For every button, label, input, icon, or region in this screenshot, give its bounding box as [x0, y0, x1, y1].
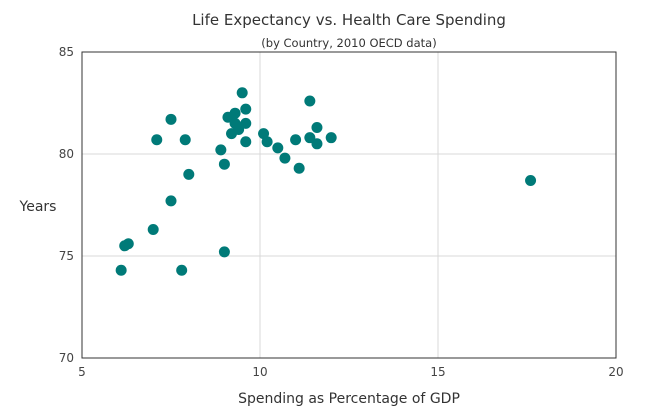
data-point: [122, 238, 134, 250]
data-point: [215, 144, 227, 156]
data-points: [115, 87, 537, 276]
data-point: [240, 117, 252, 129]
x-tick-label: 20: [608, 365, 623, 379]
data-point: [304, 132, 316, 144]
data-point: [165, 195, 177, 207]
data-point: [229, 107, 241, 119]
data-point: [218, 158, 230, 170]
chart-subtitle: (by Country, 2010 OECD data): [261, 36, 436, 50]
x-tick-label: 15: [430, 365, 445, 379]
data-point: [272, 142, 284, 154]
y-tick-label: 80: [59, 147, 74, 161]
data-point: [151, 134, 163, 146]
data-point: [236, 87, 248, 99]
y-tick-label: 75: [59, 249, 74, 263]
data-point: [147, 223, 159, 235]
data-point: [179, 134, 191, 146]
x-axis-label: Spending as Percentage of GDP: [238, 391, 460, 407]
data-point: [218, 246, 230, 258]
data-point: [525, 175, 537, 187]
chart-title: Life Expectancy vs. Health Care Spending: [192, 11, 506, 29]
x-tick-label: 10: [252, 365, 267, 379]
data-point: [176, 264, 188, 276]
data-point: [279, 152, 291, 164]
data-point: [290, 134, 302, 146]
y-tick-label: 70: [59, 351, 74, 365]
data-point: [240, 136, 252, 148]
grid-lines: [81, 51, 617, 359]
plot-area-frame: [81, 51, 617, 359]
x-tick-label: 5: [78, 365, 86, 379]
y-tick-label: 85: [59, 45, 74, 59]
y-axis-label: Years: [19, 199, 57, 215]
data-point: [325, 132, 337, 144]
data-point: [304, 95, 316, 107]
data-point: [293, 162, 305, 174]
data-point: [240, 103, 252, 115]
data-point: [183, 168, 195, 180]
data-point: [115, 264, 127, 276]
data-point: [311, 121, 323, 133]
tick-labels: 5 10 15 20 70 75 80 85: [59, 45, 624, 379]
data-point: [165, 113, 177, 125]
data-point: [233, 124, 245, 136]
data-point: [311, 138, 323, 150]
data-point: [261, 136, 273, 148]
